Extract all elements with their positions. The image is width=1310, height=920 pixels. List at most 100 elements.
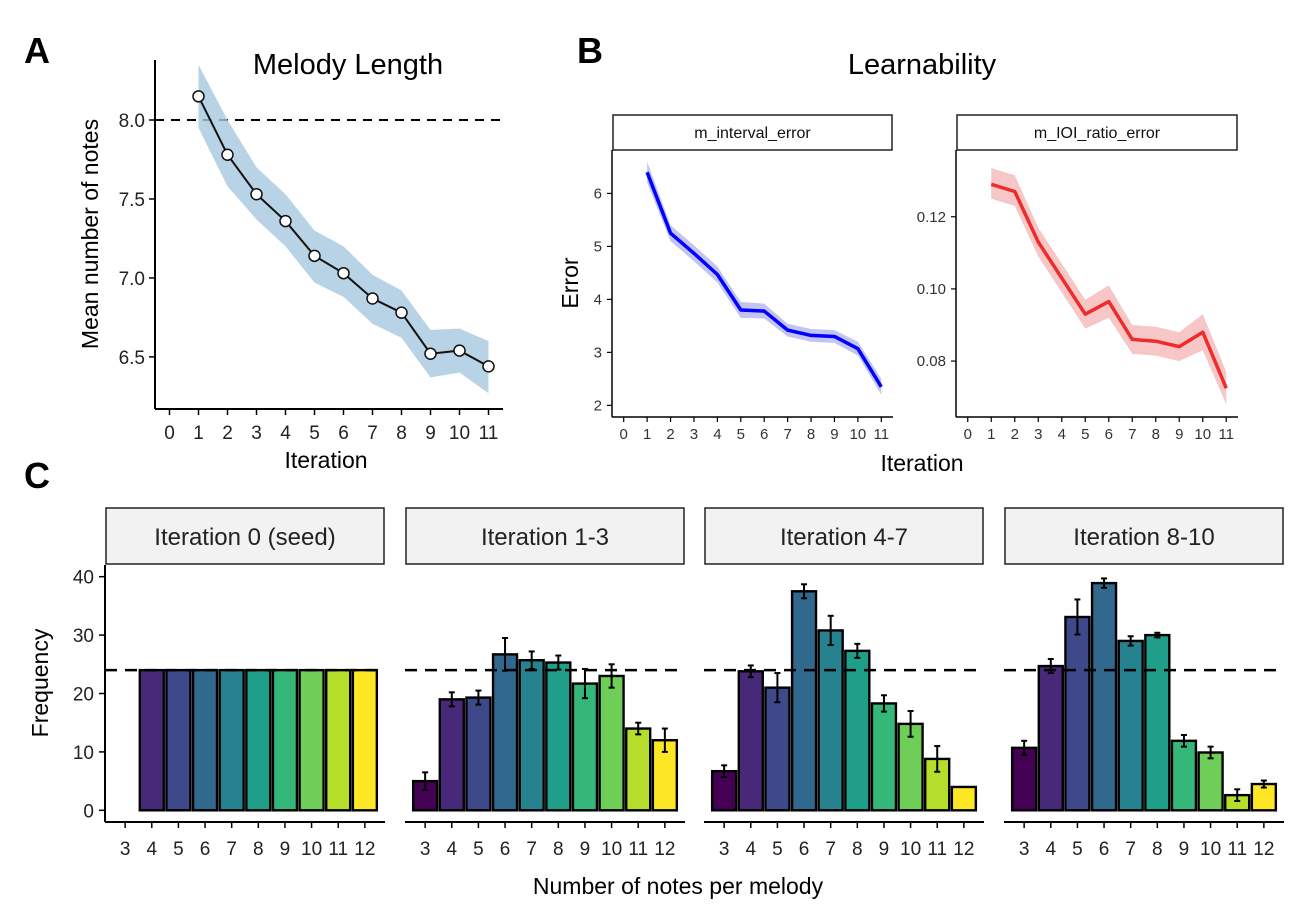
- x-tick-label: 5: [173, 839, 184, 860]
- x-tick-label: 11: [927, 839, 947, 860]
- bar: [491, 653, 519, 812]
- x-tick-label: 1: [987, 426, 995, 443]
- x-tick-label: 9: [879, 839, 890, 860]
- y-axis-title: Error: [557, 257, 583, 308]
- x-tick-label: 11: [1218, 426, 1234, 443]
- data-point: [279, 214, 292, 228]
- x-tick-label: 10: [449, 423, 470, 444]
- x-tick-label: 4: [446, 839, 457, 860]
- x-tick-label: 7: [825, 839, 836, 860]
- x-tick-label: 8: [1152, 426, 1160, 443]
- bar: [625, 727, 652, 812]
- x-axis-title: Iteration: [284, 447, 367, 473]
- confidence-ribbon: [647, 161, 882, 395]
- x-tick-label: 11: [874, 426, 890, 443]
- bar: [1117, 639, 1144, 812]
- x-tick-label: 7: [367, 423, 378, 444]
- bar: [764, 686, 791, 812]
- x-tick-label: 6: [200, 839, 211, 860]
- facet-strip: [1004, 507, 1284, 565]
- x-tick-label: 6: [338, 423, 349, 444]
- data-point: [395, 306, 408, 319]
- x-tick-label: 3: [120, 839, 131, 860]
- bar: [298, 668, 325, 812]
- y-tick-label: 20: [73, 685, 94, 706]
- x-tick-label: 8: [553, 839, 564, 860]
- bar: [950, 785, 978, 812]
- x-tick-label: 4: [713, 426, 721, 443]
- bar: [790, 590, 818, 812]
- panel-a-letter: A: [24, 30, 50, 71]
- x-tick-label: 10: [601, 839, 622, 860]
- series-line: [645, 171, 883, 388]
- x-tick-label: 4: [745, 839, 756, 860]
- data-point: [366, 292, 379, 305]
- confidence-ribbon: [991, 168, 1227, 405]
- data-point: [482, 360, 495, 373]
- series-line: [990, 182, 1228, 389]
- x-tick-label: 10: [1194, 426, 1211, 443]
- x-tick-label: 10: [1200, 839, 1221, 860]
- y-tick-label: 0: [83, 801, 94, 822]
- x-tick-label: 2: [666, 426, 674, 443]
- x-tick-label: 5: [772, 839, 783, 860]
- data-point: [192, 90, 205, 103]
- y-tick-label: 7.5: [119, 190, 145, 211]
- x-tick-label: 9: [1175, 426, 1183, 443]
- data-point: [453, 344, 466, 357]
- x-tick-label: 0: [964, 426, 972, 443]
- bar: [465, 696, 492, 812]
- x-tick-label: 6: [1105, 426, 1113, 443]
- x-axis-title: Iteration: [880, 450, 963, 476]
- data-point: [424, 347, 437, 360]
- panel-b-title: Learnability: [848, 49, 997, 81]
- facet-strip-label: Iteration 1-3: [481, 524, 609, 551]
- bar: [1144, 633, 1171, 812]
- y-tick-label: 30: [73, 626, 94, 647]
- x-tick-label: 6: [500, 839, 511, 860]
- panel-a-title: Melody Length: [253, 49, 443, 81]
- x-tick-label: 3: [690, 426, 698, 443]
- y-tick-label: 10: [73, 743, 94, 764]
- x-tick-label: 0: [164, 423, 175, 444]
- bar: [870, 702, 898, 812]
- panel-a-chart: 0 1 2 3 4 5 6 7 8 9 10 11 6.5 7.0 7.5 8.0 Iteration Mean …: [77, 60, 503, 473]
- x-tick-label: 12: [654, 839, 675, 860]
- x-tick-label: 2: [1011, 426, 1019, 443]
- y-tick-label: 0.12: [917, 209, 946, 226]
- x-tick-label: 10: [301, 839, 322, 860]
- x-axis-title: Number of notes per melody: [533, 873, 824, 899]
- y-tick-label: 6.5: [119, 348, 145, 369]
- bar: [438, 698, 465, 812]
- x-tick-label: 8: [253, 839, 264, 860]
- facet-strip: [704, 507, 984, 565]
- y-tick-label: 0.08: [917, 353, 946, 370]
- bar: [271, 668, 299, 812]
- x-tick-label: 5: [1072, 839, 1083, 860]
- bar: [737, 670, 764, 812]
- panel-b-letter: B: [577, 30, 603, 71]
- y-tick-label: 6: [594, 185, 602, 202]
- x-tick-label: 5: [309, 423, 320, 444]
- bar: [518, 659, 545, 812]
- y-tick-label: 0.10: [917, 281, 946, 298]
- data-point: [337, 266, 350, 280]
- x-tick-label: 1: [193, 423, 204, 444]
- x-tick-label: 5: [473, 839, 484, 860]
- facet-strip-label: Iteration 0 (seed): [154, 524, 335, 551]
- x-tick-label: 11: [1227, 839, 1247, 860]
- bar: [545, 661, 572, 812]
- y-tick-label: 5: [594, 238, 602, 255]
- x-tick-label: 2: [222, 423, 233, 444]
- confidence-ribbon: [198, 64, 489, 394]
- facet-strip: [405, 507, 685, 565]
- x-tick-label: 9: [280, 839, 291, 860]
- series-line: [197, 95, 489, 368]
- x-tick-label: 4: [1058, 426, 1066, 443]
- x-tick-label: 3: [251, 423, 262, 444]
- y-axis-title: Mean number of notes: [77, 119, 103, 349]
- facet-strip: [956, 114, 1238, 151]
- x-tick-label: 8: [807, 426, 815, 443]
